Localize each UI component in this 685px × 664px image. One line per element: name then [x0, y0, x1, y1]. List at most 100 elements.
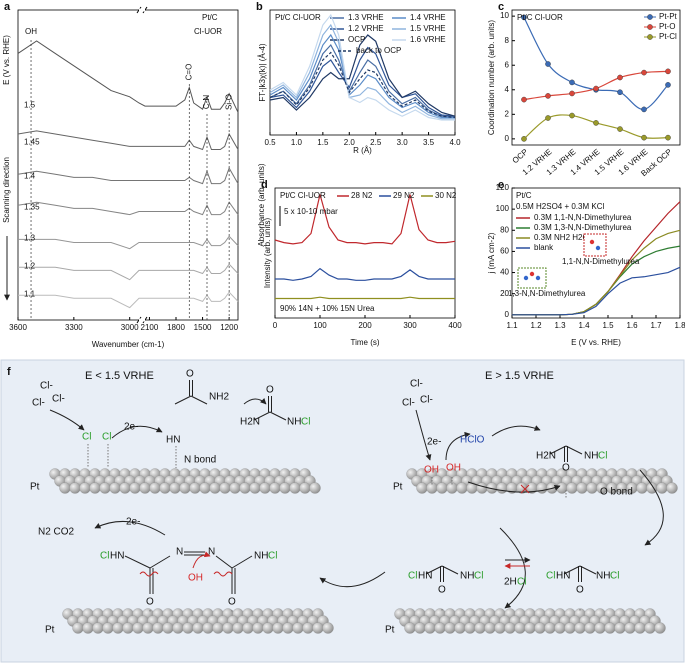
scheme-label: HN: [418, 571, 432, 582]
marker: [665, 82, 671, 88]
y-axis-label: Intensity (arb. units): [263, 218, 272, 289]
pt-atom: [199, 482, 211, 494]
bond: [441, 565, 459, 575]
y-axis-label: E (V vs. RHE): [2, 35, 11, 85]
scheme-label: O: [146, 597, 154, 608]
legend-label: 29 N2: [393, 191, 415, 200]
scheme-label: 2e-: [124, 422, 138, 433]
scheme-label: Pt: [393, 482, 403, 493]
plot-frame: [269, 9, 456, 136]
scheme-label: HN: [556, 571, 570, 582]
bond: [149, 555, 171, 569]
arrow: [499, 527, 526, 609]
scheme-label: Cl-: [410, 379, 423, 390]
pt-atom: [456, 482, 468, 494]
y-tick-label: 60: [500, 247, 509, 256]
bond: [565, 445, 583, 455]
pt-atom: [282, 622, 294, 634]
pt-atom: [82, 622, 94, 634]
marker: [569, 79, 575, 86]
pt-atom: [142, 622, 154, 634]
scheme-label: N: [208, 547, 215, 558]
x-tick-label: 1800: [167, 323, 185, 332]
x-tick-label: 1500: [194, 323, 212, 332]
arrow: [319, 571, 386, 588]
pt-atom: [272, 622, 284, 634]
arrow: [467, 481, 561, 493]
marker: [593, 120, 599, 126]
scheme-label: Cl-: [52, 394, 65, 405]
scheme-label: Cl: [268, 551, 277, 562]
pt-atom: [654, 622, 666, 634]
bond: [563, 565, 581, 575]
pt-atom: [79, 482, 91, 494]
pt-atom: [544, 622, 556, 634]
scheme-label: O: [438, 585, 446, 596]
pt-atom: [644, 622, 656, 634]
arrow: [491, 425, 541, 437]
x-tick-label: 1.4: [578, 321, 590, 330]
scheme-label: NH: [287, 417, 301, 428]
x-tick-label: 3.5: [423, 138, 435, 147]
chart-title: Pt/C Cl-UOR: [280, 191, 326, 200]
pt-atom: [436, 482, 448, 494]
plot-frame: [511, 9, 681, 146]
x-tick-label: 1.3: [554, 321, 566, 330]
pt-atom: [59, 482, 71, 494]
x-tick-label: 400: [448, 321, 462, 330]
molecule-box: [517, 267, 547, 289]
panel-label: b: [256, 1, 263, 13]
panel-label: a: [4, 1, 11, 13]
scheme-label: Cl-: [32, 398, 45, 409]
x-tick-label: 300: [403, 321, 417, 330]
pt-atom: [139, 482, 151, 494]
legend-label: 1.6 VRHE: [410, 35, 446, 44]
legend-label: 0.3M 1,1-N,N-Dimethylurea: [534, 213, 632, 222]
marker: [641, 106, 647, 113]
pt-atom: [474, 622, 486, 634]
series-label: 1.1: [24, 290, 36, 299]
pt-atom: [89, 482, 101, 494]
series-label: 1.45: [24, 138, 40, 147]
pt-atom: [514, 622, 526, 634]
pt-atom: [119, 482, 131, 494]
legend-label: Pt-Cl: [659, 32, 677, 41]
series-line: [275, 296, 455, 300]
x-tick-label: 2.0: [344, 138, 356, 147]
pt-atom: [192, 622, 204, 634]
scheme-label: OH: [446, 463, 461, 474]
pt-atom: [249, 482, 261, 494]
pt-atom: [279, 482, 291, 494]
bond: [549, 445, 567, 455]
series-line: [269, 34, 456, 117]
scheme-label: Cl: [598, 451, 607, 462]
scheme-label: 2e-: [427, 437, 441, 448]
scheme-label: H2N: [536, 451, 556, 462]
y-tick-label: 0: [505, 134, 510, 143]
scheme-label: Cl: [408, 571, 417, 582]
series-line: [512, 266, 681, 316]
bond: [520, 484, 530, 494]
series-label: 1.3: [24, 234, 36, 243]
scheme-label: Cl: [474, 571, 483, 582]
series-line: [274, 194, 456, 245]
axis-break: [139, 318, 145, 322]
pt-atom: [309, 482, 321, 494]
chart-title: Pt/C Cl-UOR: [517, 13, 563, 22]
legend-marker: [647, 14, 653, 20]
pt-atom: [149, 482, 161, 494]
scheme-label: NH2: [209, 392, 229, 403]
molecule-atom: [523, 275, 529, 281]
molecule-atom: [589, 239, 595, 245]
legend-label: back to OCP: [356, 46, 401, 55]
scheme-label: Cl: [100, 551, 109, 562]
y-tick-label: 6: [505, 60, 510, 69]
scheme-label: N bond: [184, 455, 216, 466]
series-line: [269, 51, 456, 119]
marker: [569, 112, 575, 119]
x-tick-label: 1.0: [291, 138, 303, 147]
scheme-label: E > 1.5 VRHE: [485, 370, 554, 382]
pt-atom: [536, 482, 548, 494]
scheme-label: HN: [110, 551, 124, 562]
